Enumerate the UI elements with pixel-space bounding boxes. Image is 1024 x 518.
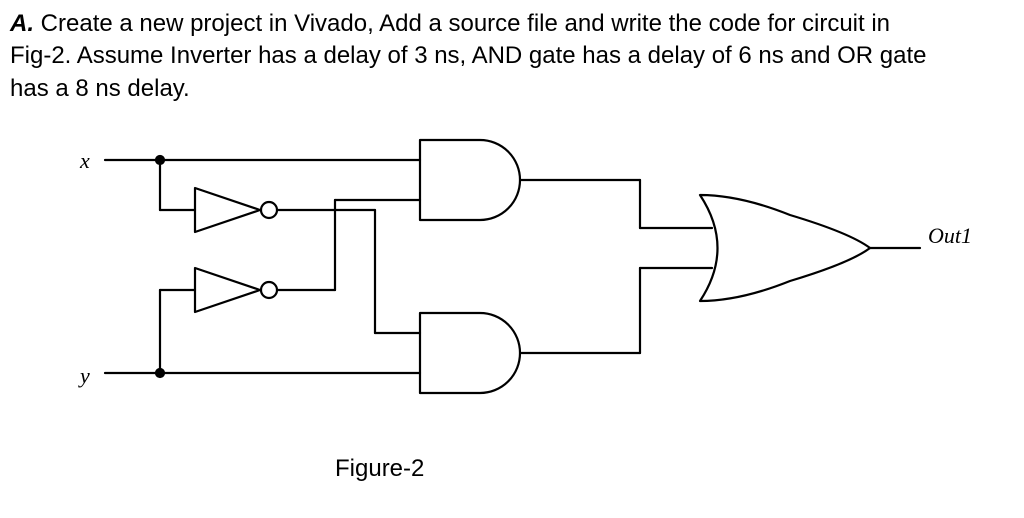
question-line-3: has a 8 ns delay. [10, 75, 190, 102]
and-gate-bottom [420, 313, 520, 393]
question-line-2: Fig-2. Assume Inverter has a delay of 3 … [10, 42, 927, 69]
circuit-svg [0, 125, 1024, 485]
figure-caption: Figure-2 [335, 455, 424, 483]
label-x: x [80, 148, 90, 174]
inverter-bottom-bubble [261, 282, 277, 298]
inverter-bottom [195, 268, 260, 312]
question-part-label: A. [10, 10, 34, 37]
question-text: A. Create a new project in Vivado, Add a… [10, 8, 1004, 105]
or-gate [700, 195, 870, 301]
inverter-top [195, 188, 260, 232]
label-out1: Out1 [928, 223, 972, 249]
inverter-top-bubble [261, 202, 277, 218]
question-line-1: Create a new project in Vivado, Add a so… [34, 10, 890, 37]
and-gate-top [420, 140, 520, 220]
label-y: y [80, 363, 90, 389]
circuit-diagram: x y Out1 Figure-2 [0, 125, 1024, 485]
